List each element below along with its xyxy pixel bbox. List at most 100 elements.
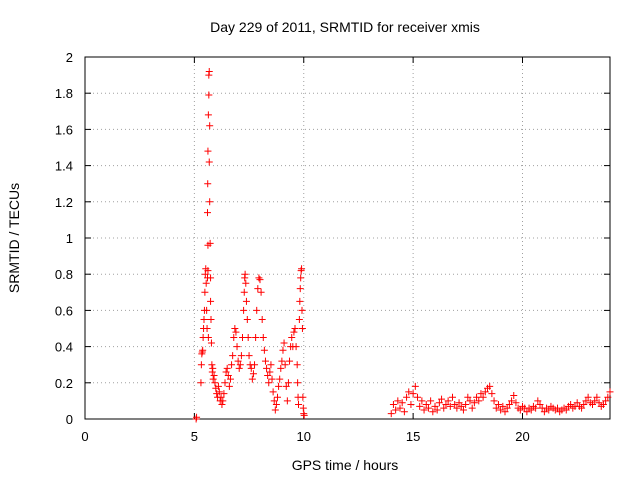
data-point	[407, 401, 415, 409]
data-point	[248, 375, 256, 383]
data-point	[208, 361, 216, 369]
y-axis-label: SRMTID / TECUs	[6, 183, 22, 293]
data-point	[298, 325, 306, 332]
data-point	[276, 375, 284, 383]
data-point	[209, 364, 217, 372]
data-point	[505, 401, 513, 409]
data-point	[230, 334, 238, 342]
data-point	[298, 265, 306, 273]
y-tick-label: 1.8	[55, 86, 73, 101]
data-point	[400, 408, 408, 416]
data-point	[457, 402, 465, 410]
data-point	[228, 361, 236, 369]
data-point	[280, 339, 288, 347]
data-point	[411, 382, 419, 390]
grid	[85, 57, 610, 419]
data-point	[265, 379, 273, 387]
data-point	[462, 401, 470, 409]
data-point	[267, 361, 275, 369]
data-point	[429, 408, 437, 416]
data-point	[389, 401, 397, 409]
data-point	[271, 406, 279, 414]
data-point	[295, 401, 302, 409]
data-point	[297, 274, 305, 282]
data-point	[204, 209, 211, 217]
data-point	[252, 334, 260, 342]
data-point	[279, 346, 287, 354]
data-point	[424, 404, 432, 412]
data-point	[258, 315, 266, 323]
data-point	[207, 339, 215, 347]
data-point	[589, 401, 596, 409]
data-point	[606, 388, 614, 396]
data-point	[466, 397, 474, 405]
data-point	[245, 352, 253, 360]
data-points	[192, 67, 614, 423]
data-point	[266, 368, 274, 376]
data-point	[251, 361, 259, 369]
data-point	[201, 288, 209, 296]
data-point	[254, 285, 262, 293]
y-tick-label: 1	[66, 231, 73, 246]
data-point	[494, 401, 502, 409]
y-tick-label: 1.2	[55, 195, 73, 210]
data-point	[220, 390, 228, 398]
data-point	[516, 406, 524, 414]
data-point	[420, 406, 428, 414]
data-point	[387, 410, 395, 418]
data-point	[204, 111, 212, 119]
data-point	[214, 382, 222, 390]
data-point	[422, 401, 430, 409]
data-point	[237, 352, 245, 360]
plot-frame	[84, 56, 611, 420]
data-point	[414, 393, 421, 401]
data-point	[219, 397, 227, 405]
data-point	[249, 370, 257, 378]
data-point	[244, 334, 252, 342]
data-point	[226, 375, 234, 383]
x-axis-label: GPS time / hours	[292, 457, 399, 473]
data-point	[523, 408, 531, 416]
data-point	[197, 379, 205, 387]
y-tick-label: 0.8	[55, 267, 73, 282]
data-point	[473, 393, 481, 401]
data-point	[536, 401, 544, 409]
y-tick-label: 1.4	[55, 159, 73, 174]
data-point	[233, 343, 241, 351]
data-point	[455, 399, 463, 407]
data-point	[253, 306, 261, 314]
data-point	[263, 364, 271, 372]
data-point	[296, 297, 304, 305]
data-point	[291, 325, 299, 332]
data-point	[468, 404, 476, 412]
data-point	[582, 397, 590, 405]
data-point	[512, 399, 520, 407]
data-point	[299, 393, 307, 401]
data-point	[567, 401, 575, 409]
data-point	[540, 408, 548, 416]
data-point	[295, 315, 303, 323]
data-point	[398, 399, 406, 407]
data-point	[261, 357, 269, 365]
data-point	[464, 393, 472, 401]
data-point	[204, 180, 212, 188]
data-point	[204, 147, 212, 155]
data-point	[433, 406, 441, 414]
data-point	[225, 382, 233, 390]
data-point	[205, 91, 213, 99]
data-point	[296, 285, 304, 293]
data-point	[492, 404, 500, 412]
data-point	[562, 406, 570, 414]
data-point	[602, 397, 610, 405]
data-point	[243, 315, 251, 323]
data-point	[210, 372, 218, 380]
data-point	[293, 361, 301, 369]
data-point	[211, 379, 219, 387]
data-point	[290, 328, 298, 336]
data-point	[197, 361, 205, 369]
data-point	[449, 393, 456, 401]
data-point	[486, 382, 494, 390]
data-point	[431, 402, 439, 410]
data-point	[604, 393, 612, 401]
data-point	[223, 364, 231, 372]
